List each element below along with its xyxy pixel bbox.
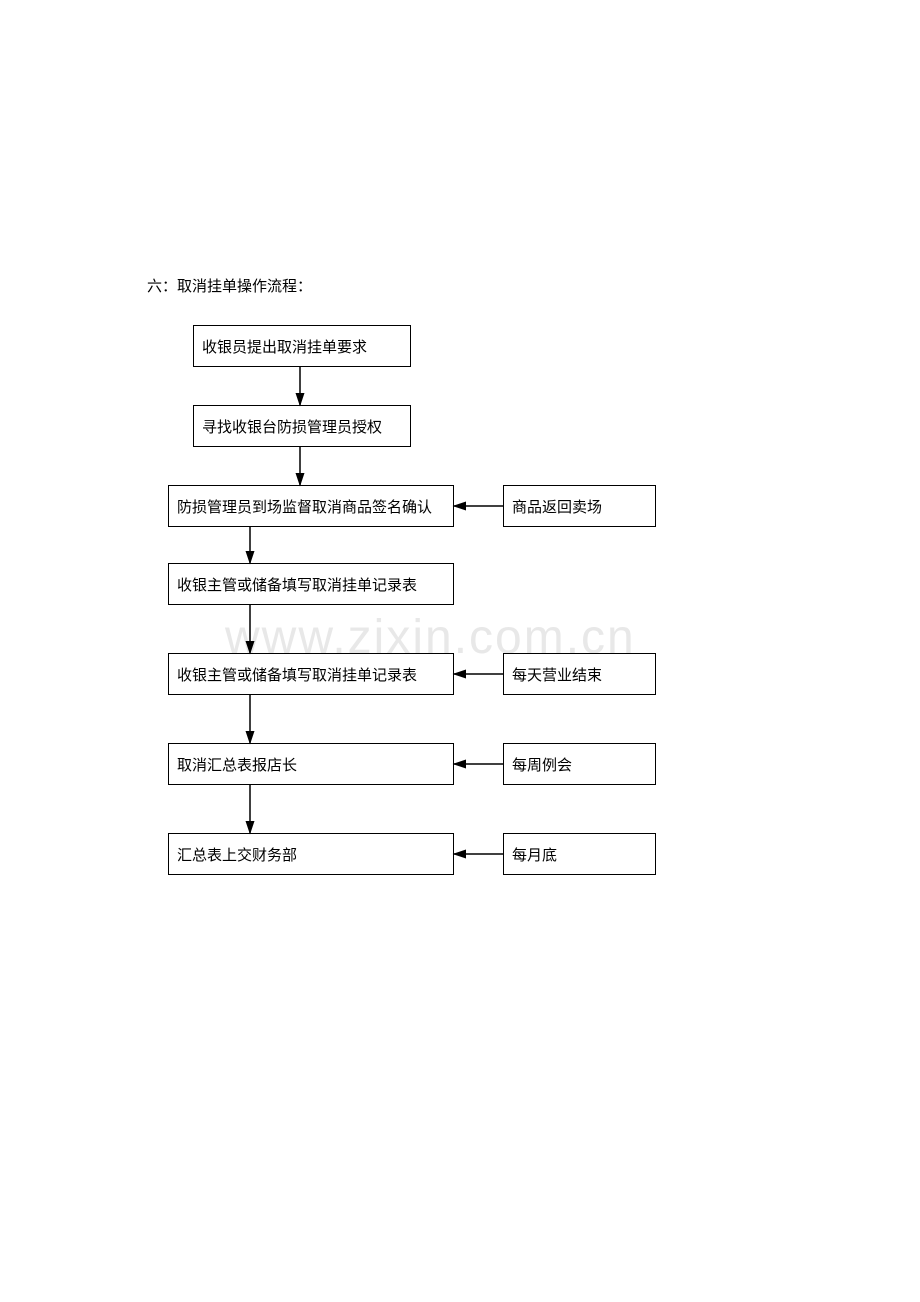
node-label: 每周例会	[512, 754, 572, 775]
node-label: 收银主管或储备填写取消挂单记录表	[177, 574, 417, 595]
node-label: 收银主管或储备填写取消挂单记录表	[177, 664, 417, 685]
node-cashier-request: 收银员提出取消挂单要求	[193, 325, 411, 367]
node-month-end: 每月底	[503, 833, 656, 875]
node-submit-finance: 汇总表上交财务部	[168, 833, 454, 875]
node-daily-close: 每天营业结束	[503, 653, 656, 695]
node-supervise-cancel: 防损管理员到场监督取消商品签名确认	[168, 485, 454, 527]
node-find-auth: 寻找收银台防损管理员授权	[193, 405, 411, 447]
section-title: 六：取消挂单操作流程：	[147, 275, 312, 296]
node-weekly-meeting: 每周例会	[503, 743, 656, 785]
node-label: 每天营业结束	[512, 664, 602, 685]
node-return-goods: 商品返回卖场	[503, 485, 656, 527]
node-label: 取消汇总表报店长	[177, 754, 297, 775]
node-fill-record-1: 收银主管或储备填写取消挂单记录表	[168, 563, 454, 605]
node-label: 收银员提出取消挂单要求	[202, 336, 367, 357]
node-label: 防损管理员到场监督取消商品签名确认	[177, 496, 432, 517]
node-label: 商品返回卖场	[512, 496, 602, 517]
node-report-manager: 取消汇总表报店长	[168, 743, 454, 785]
node-label: 寻找收银台防损管理员授权	[202, 416, 382, 437]
node-fill-record-2: 收银主管或储备填写取消挂单记录表	[168, 653, 454, 695]
node-label: 汇总表上交财务部	[177, 844, 297, 865]
flowchart-arrows	[0, 0, 920, 1302]
node-label: 每月底	[512, 844, 557, 865]
